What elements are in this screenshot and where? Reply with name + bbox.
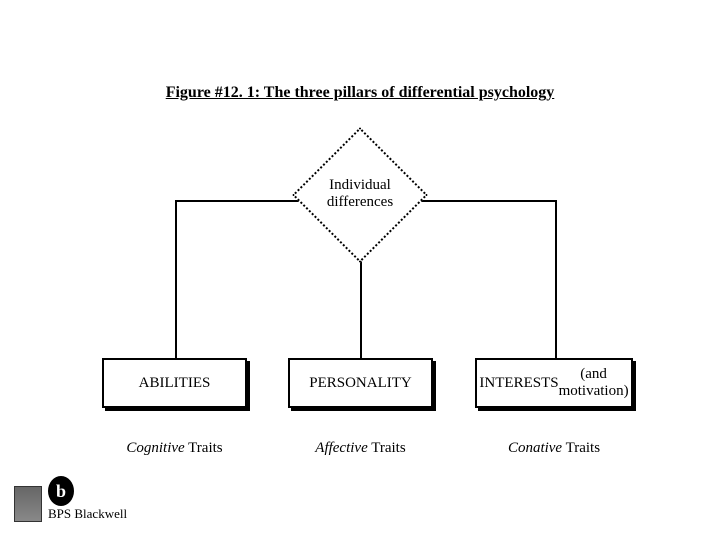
trait-cognitive: Cognitive Traits — [102, 440, 247, 457]
trait-conative-italic: Conative — [508, 440, 562, 456]
trait-conative-rest: Traits — [562, 440, 600, 456]
publisher-logo: b BPS Blackwell — [14, 476, 127, 522]
root-label: Individual differences — [290, 177, 430, 211]
trait-cognitive-rest: Traits — [185, 440, 223, 456]
pillar-interests-label-1: INTERESTS — [479, 375, 558, 392]
pillar-abilities: ABILITIES — [102, 358, 247, 408]
root-node: Individual differences — [312, 147, 408, 243]
pillar-abilities-label: ABILITIES — [139, 375, 211, 392]
pillar-interests-label-2: (and motivation) — [559, 366, 629, 400]
root-label-line2: differences — [327, 194, 393, 210]
pillar-personality-label: PERSONALITY — [309, 375, 412, 392]
trait-cognitive-italic: Cognitive — [126, 440, 184, 456]
pillar-personality: PERSONALITY — [288, 358, 433, 408]
trait-affective-italic: Affective — [315, 440, 367, 456]
blackwell-b-icon: b — [48, 476, 74, 506]
root-label-line1: Individual — [329, 177, 391, 193]
connector-vertical-left — [175, 200, 177, 358]
connector-vertical-right — [555, 200, 557, 358]
pillar-interests: INTERESTS (and motivation) — [475, 358, 633, 408]
trait-affective: Affective Traits — [288, 440, 433, 457]
trait-conative: Conative Traits — [475, 440, 633, 457]
publisher-text: BPS Blackwell — [48, 506, 127, 522]
bps-mark-icon — [14, 486, 42, 522]
trait-affective-rest: Traits — [368, 440, 406, 456]
figure-title: Figure #12. 1: The three pillars of diff… — [0, 84, 720, 102]
